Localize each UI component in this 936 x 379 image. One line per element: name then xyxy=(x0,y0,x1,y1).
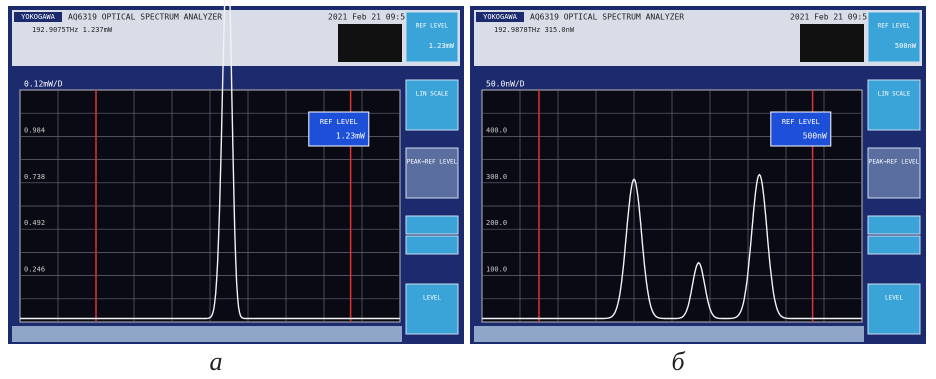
y-tick-label: 200.0 xyxy=(486,219,507,227)
softkey xyxy=(868,80,920,130)
datetime: 2021 Feb 21 09:54 xyxy=(790,13,872,22)
status-box xyxy=(800,24,864,62)
analyzer-screen: YOKOGAWA AQ6319 OPTICAL SPECTRUM ANALYZER… xyxy=(8,0,464,344)
softkey-label: LEVEL xyxy=(423,295,441,302)
softkey xyxy=(406,80,458,130)
bottom-bar xyxy=(474,326,864,342)
y-tick-label: 100.0 xyxy=(486,266,507,274)
y-tick-label: 0.492 xyxy=(24,219,45,227)
brand: YOKOGAWA xyxy=(483,13,518,21)
y-tick-label: 400.0 xyxy=(486,126,507,134)
softkey xyxy=(868,12,920,62)
marker-readout: 192.9075THz 1.237mW xyxy=(32,26,113,34)
caption: а xyxy=(210,347,223,376)
softkey xyxy=(406,148,458,198)
softkey-label: REF LEVEL xyxy=(878,23,911,30)
brand: YOKOGAWA xyxy=(21,13,56,21)
ref-box-label: REF LEVEL xyxy=(320,118,358,126)
softkey-value: 500nW xyxy=(895,42,917,50)
softkey xyxy=(868,148,920,198)
softkey-label: PEAK→REF LEVEL xyxy=(407,159,458,166)
ref-box-value: 500nW xyxy=(803,132,827,141)
softkey-label: REF LEVEL xyxy=(416,23,449,30)
ref-box-label: REF LEVEL xyxy=(782,118,820,126)
softkey xyxy=(868,216,920,234)
softkey xyxy=(868,236,920,254)
softkey-label: PEAK→REF LEVEL xyxy=(869,159,920,166)
title: AQ6319 OPTICAL SPECTRUM ANALYZER xyxy=(530,13,684,22)
bottom-bar xyxy=(12,326,402,342)
softkey-label: LIN SCALE xyxy=(416,91,449,98)
y-tick-label: 300.0 xyxy=(486,173,507,181)
softkey-label: LIN SCALE xyxy=(878,91,911,98)
analyzer-screen: YOKOGAWA AQ6319 OPTICAL SPECTRUM ANALYZER… xyxy=(470,6,926,344)
ref-box-value: 1.23mW xyxy=(336,132,365,141)
scale-label: 0.12mW/D xyxy=(24,80,63,89)
softkey xyxy=(406,284,458,334)
softkey-label: LEVEL xyxy=(885,295,903,302)
datetime: 2021 Feb 21 09:57 xyxy=(328,13,410,22)
marker-readout: 192.9878THz 315.0nW xyxy=(494,26,575,34)
figure: YOKOGAWA AQ6319 OPTICAL SPECTRUM ANALYZER… xyxy=(0,0,936,379)
softkey xyxy=(406,216,458,234)
scale-label: 50.0nW/D xyxy=(486,80,525,89)
y-tick-label: 0.738 xyxy=(24,173,45,181)
title: AQ6319 OPTICAL SPECTRUM ANALYZER xyxy=(68,13,222,22)
softkey xyxy=(406,236,458,254)
status-box xyxy=(338,24,402,62)
y-tick-label: 0.984 xyxy=(24,126,45,134)
softkey-value: 1.23mW xyxy=(429,42,455,50)
softkey xyxy=(406,12,458,62)
caption: б xyxy=(671,347,685,376)
y-tick-label: 0.246 xyxy=(24,266,45,274)
softkey xyxy=(868,284,920,334)
